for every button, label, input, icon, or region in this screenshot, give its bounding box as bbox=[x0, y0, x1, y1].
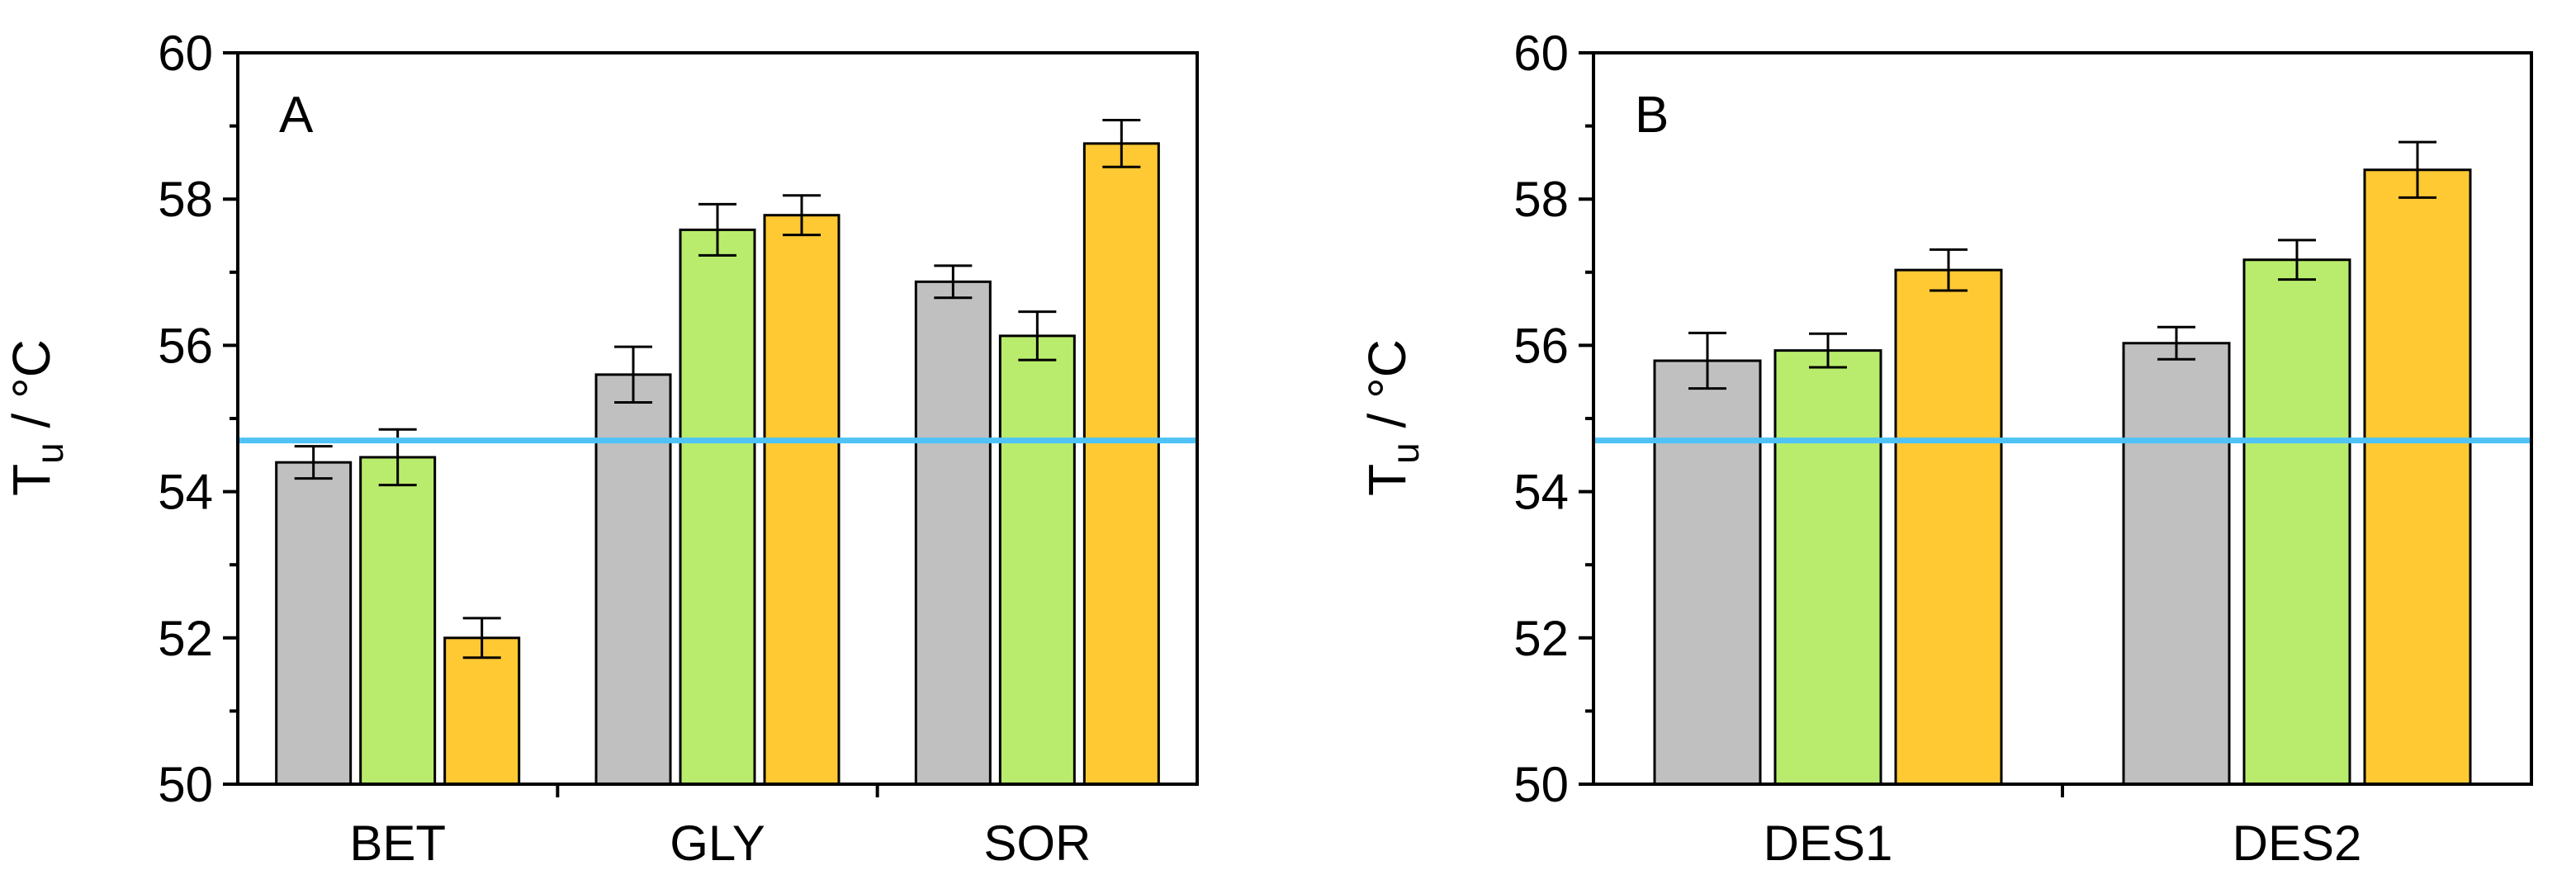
y-axis-title-unit: / °C bbox=[1357, 339, 1417, 442]
bar-bet-gray bbox=[275, 461, 353, 786]
y-tick-label: 50 bbox=[158, 757, 213, 812]
y-axis-title: Tu / °C bbox=[2, 339, 71, 496]
y-axis-title-unit: / °C bbox=[2, 339, 61, 442]
y-axis-ticks bbox=[1579, 51, 1593, 786]
y-axis-title-main: T bbox=[1357, 464, 1417, 496]
bar-sor-orange bbox=[1082, 142, 1160, 786]
bar-bet-green bbox=[359, 456, 437, 786]
bar-sor-green bbox=[998, 334, 1076, 786]
y-tick-label: 50 bbox=[1513, 757, 1569, 812]
error-bar-sor-gray bbox=[934, 264, 973, 300]
panel-label: B bbox=[1635, 87, 1669, 144]
error-bar-des1-orange bbox=[1930, 248, 1968, 292]
category-label-bet: BET bbox=[349, 816, 446, 871]
y-tick-label: 52 bbox=[158, 611, 213, 666]
bar-des1-gray bbox=[1653, 359, 1762, 786]
error-bar-gly-green bbox=[698, 202, 736, 257]
y-tick-label: 58 bbox=[158, 172, 213, 227]
y-axis-title-subscript: u bbox=[28, 442, 71, 464]
category-label-gly: GLY bbox=[670, 816, 765, 871]
error-bar-bet-gray bbox=[294, 445, 333, 480]
bar-des1-orange bbox=[1894, 268, 2003, 786]
bar-des2-gray bbox=[2122, 342, 2231, 786]
category-label-sor: SOR bbox=[983, 816, 1091, 871]
error-bar-gly-orange bbox=[783, 194, 821, 237]
y-axis-title: Tu / °C bbox=[1357, 339, 1427, 496]
bar-gly-orange bbox=[763, 214, 841, 786]
error-bar-des1-green bbox=[1809, 332, 1847, 369]
error-bar-des2-green bbox=[2278, 239, 2316, 281]
y-tick-label: 56 bbox=[1513, 318, 1569, 373]
error-bar-des2-orange bbox=[2398, 140, 2436, 199]
category-label-des1: DES1 bbox=[1764, 816, 1893, 871]
y-tick-label: 60 bbox=[158, 26, 213, 81]
error-bar-bet-orange bbox=[462, 617, 501, 660]
panel-a: BET GLY SOR 50 52 54 56 58 60 A Tu / °C bbox=[2, 26, 1199, 871]
y-axis-title-main: T bbox=[2, 464, 61, 496]
y-tick-label: 52 bbox=[1513, 611, 1569, 666]
bar-bet-orange bbox=[443, 636, 521, 786]
error-bar-sor-orange bbox=[1102, 119, 1141, 168]
panel-label: A bbox=[279, 87, 314, 144]
y-tick-label: 58 bbox=[1513, 172, 1569, 227]
y-tick-label: 56 bbox=[158, 318, 213, 373]
error-bar-des2-gray bbox=[2157, 325, 2195, 361]
y-tick-label: 60 bbox=[1513, 26, 1569, 81]
error-bar-gly-gray bbox=[614, 345, 652, 404]
bar-des1-green bbox=[1773, 349, 1882, 786]
y-axis-ticks bbox=[223, 51, 238, 786]
bar-des2-green bbox=[2242, 258, 2351, 786]
bar-des2-orange bbox=[2363, 168, 2472, 786]
y-axis-title-subscript: u bbox=[1384, 442, 1427, 464]
error-bar-sor-green bbox=[1018, 310, 1057, 362]
panel-b: DES1 DES2 50 52 54 56 58 60 B Tu / °C bbox=[1357, 26, 2533, 871]
y-tick-label: 54 bbox=[158, 465, 213, 520]
error-bar-des1-gray bbox=[1688, 331, 1726, 390]
bar-sor-gray bbox=[914, 280, 992, 786]
bar-gly-green bbox=[679, 228, 756, 786]
y-tick-label: 54 bbox=[1513, 465, 1569, 520]
bar-gly-gray bbox=[594, 373, 672, 786]
category-label-des2: DES2 bbox=[2233, 816, 2362, 871]
